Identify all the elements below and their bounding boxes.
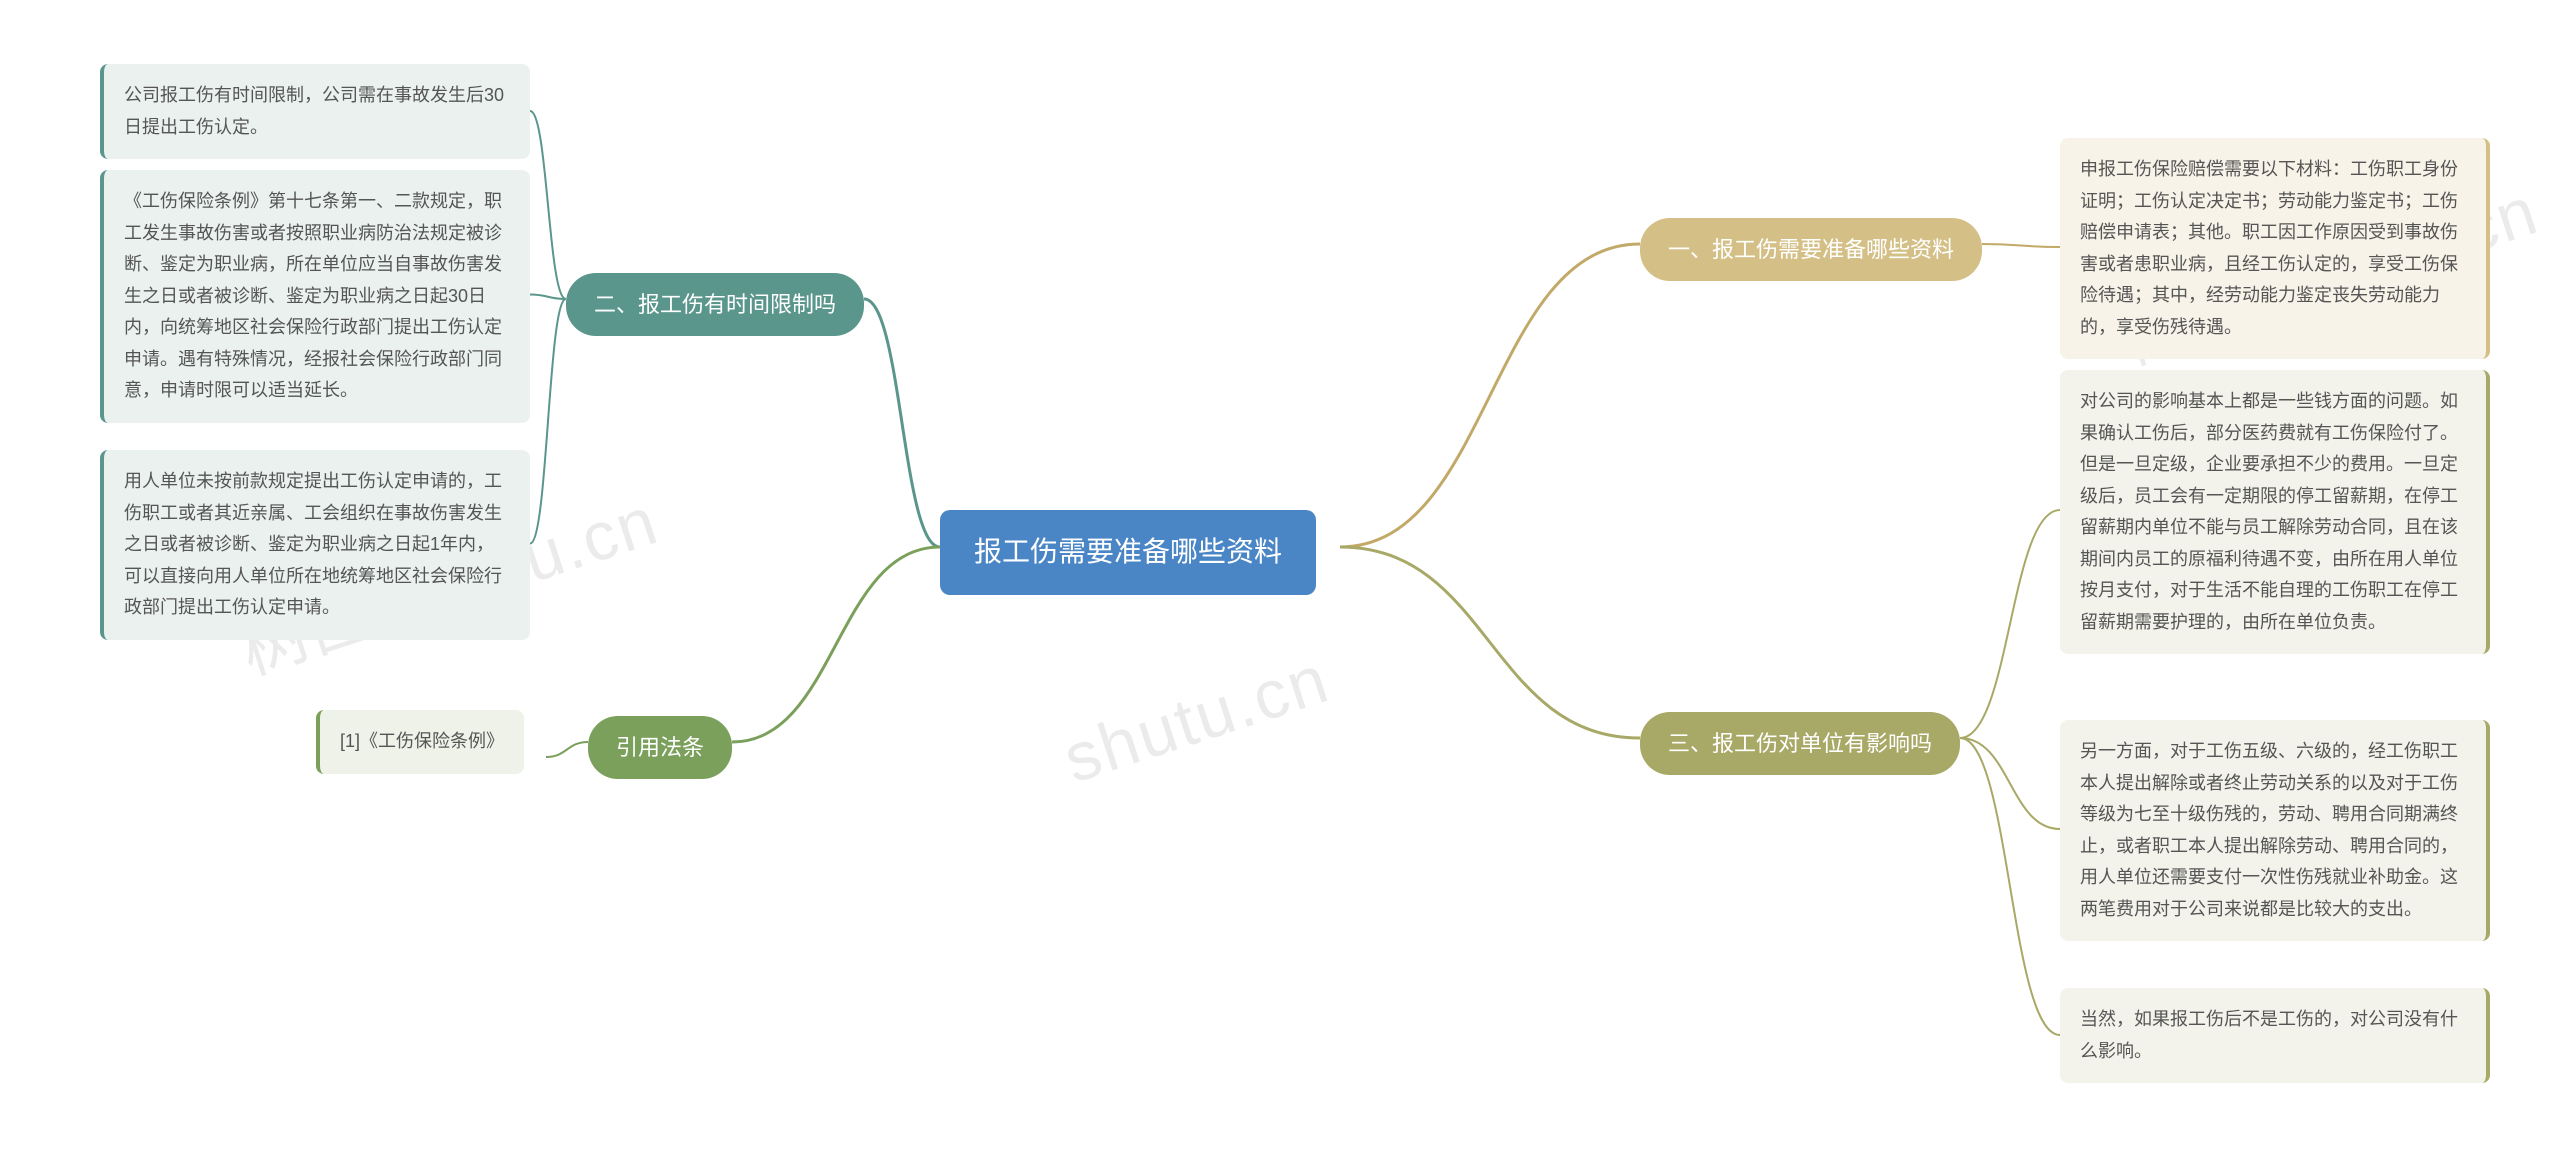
branch-node[interactable]: 三、报工伤对单位有影响吗 [1640, 712, 1960, 775]
center-node[interactable]: 报工伤需要准备哪些资料 [940, 510, 1316, 595]
branch-node[interactable]: 二、报工伤有时间限制吗 [566, 273, 864, 336]
branch-node[interactable]: 一、报工伤需要准备哪些资料 [1640, 218, 1982, 281]
leaf-node: [1]《工伤保险条例》 [316, 710, 524, 774]
branch-node[interactable]: 引用法条 [588, 716, 732, 779]
watermark: shutu.cn [1055, 640, 1339, 799]
leaf-node: 对公司的影响基本上都是一些钱方面的问题。如果确认工伤后，部分医药费就有工伤保险付… [2060, 370, 2490, 654]
leaf-node: 另一方面，对于工伤五级、六级的，经工伤职工本人提出解除或者终止劳动关系的以及对于… [2060, 720, 2490, 941]
leaf-node: 用人单位未按前款规定提出工伤认定申请的，工伤职工或者其近亲属、工会组织在事故伤害… [100, 450, 530, 640]
leaf-node: 公司报工伤有时间限制，公司需在事故发生后30日提出工伤认定。 [100, 64, 530, 159]
leaf-node: 当然，如果报工伤后不是工伤的，对公司没有什么影响。 [2060, 988, 2490, 1083]
leaf-node: 《工伤保险条例》第十七条第一、二款规定，职工发生事故伤害或者按照职业病防治法规定… [100, 170, 530, 423]
leaf-node: 申报工伤保险赔偿需要以下材料：工伤职工身份证明；工伤认定决定书；劳动能力鉴定书；… [2060, 138, 2490, 359]
